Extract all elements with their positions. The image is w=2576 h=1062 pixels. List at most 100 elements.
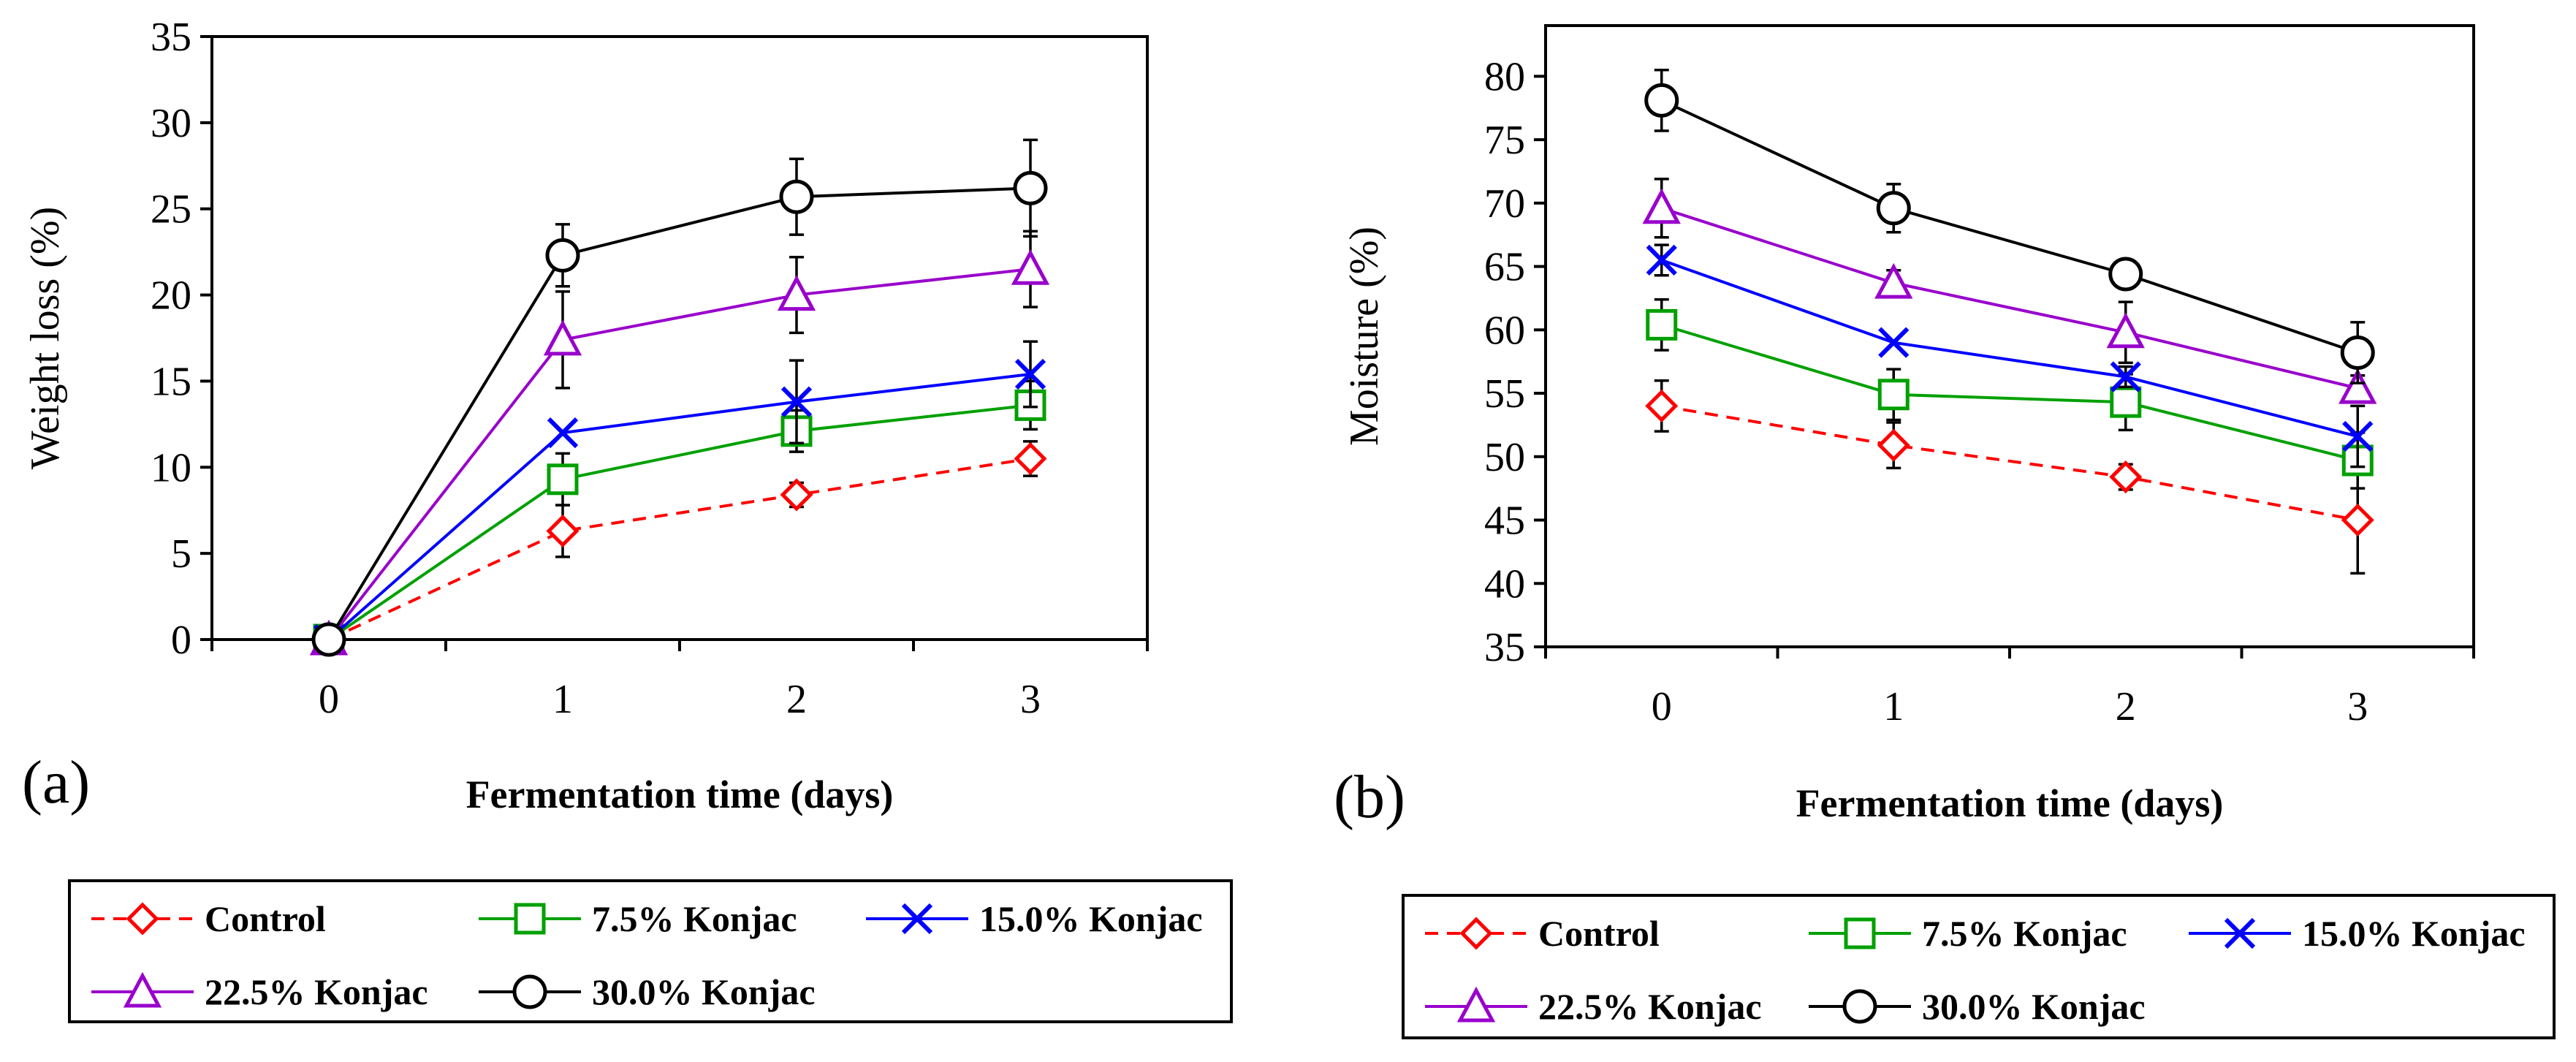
- series-line: [328, 457, 1031, 641]
- legend-label: 15.0% Konjac: [979, 898, 1203, 939]
- series-control: [1645, 379, 2374, 575]
- series-line: [327, 403, 1031, 641]
- data-point: [2110, 361, 2141, 392]
- legend-frame: [1402, 894, 2556, 1039]
- data-point: [547, 417, 579, 449]
- legend-item-22-5-konjac: 22.5% Konjac: [91, 971, 428, 1012]
- data-point: [779, 179, 814, 214]
- legend-b: Control 7.5% Konjac 15.0% Konjac 22.5% Konj…: [1402, 894, 2556, 1039]
- data-point: [2342, 420, 2374, 452]
- data-point: [547, 463, 579, 496]
- data-point: [1642, 188, 1681, 224]
- y-tick-label: 25: [151, 187, 191, 232]
- x-tick-label: 2: [2116, 684, 2136, 729]
- y-tick-label: 30: [151, 101, 191, 146]
- legend-marker: [2224, 917, 2256, 949]
- legend-item-15-0-konjac: 15.0% Konjac: [2189, 913, 2526, 954]
- data-point: [1013, 170, 1048, 205]
- data-point: [1874, 262, 1913, 299]
- series-line: [327, 186, 1031, 641]
- legend-item-control: Control: [91, 898, 326, 939]
- y-tick-label: 15: [151, 359, 191, 404]
- y-tick-label: 45: [1484, 498, 1525, 544]
- data-point: [2109, 460, 2143, 494]
- legend-item-7-5-konjac: 7.5% Konjac: [1809, 913, 2127, 954]
- legend-a: Control 7.5% Konjac 15.0% Konjac 22.5% Konj…: [68, 879, 1233, 1023]
- series-15-0-konjac: [313, 340, 1046, 656]
- legend-marker: [123, 971, 162, 1008]
- data-point: [546, 514, 580, 548]
- y-tick-label: 50: [1484, 435, 1525, 480]
- x-axis-title: Fermentation time (days): [1796, 781, 2224, 825]
- y-tick-label: 10: [151, 445, 191, 490]
- legend-item-22-5-konjac: 22.5% Konjac: [1425, 986, 1762, 1027]
- data-point: [1877, 379, 1910, 411]
- x-tick-label: 3: [2347, 684, 2368, 729]
- y-axis-title: Weight loss (%): [23, 207, 68, 469]
- series-30-0-konjac: [311, 138, 1048, 657]
- series-22-5-konjac: [309, 230, 1050, 656]
- y-tick-label: 75: [1484, 118, 1525, 163]
- data-point: [1876, 191, 1911, 226]
- plot-frame: [210, 35, 1149, 641]
- data-point: [2338, 368, 2377, 404]
- legend-marker: [1844, 917, 1876, 949]
- y-tick-label: 20: [151, 273, 191, 319]
- x-tick-label: 0: [1652, 684, 1672, 729]
- legend-label: 15.0% Konjac: [2302, 913, 2526, 954]
- legend-item-30-0-konjac: 30.0% Konjac: [1809, 986, 2146, 1027]
- data-point: [1645, 389, 1679, 422]
- legend-label: 22.5% Konjac: [1538, 986, 1762, 1027]
- x-tick-label: 2: [786, 677, 807, 722]
- legend-label: 7.5% Konjac: [592, 898, 797, 939]
- y-tick-label: 70: [1484, 181, 1525, 227]
- data-point: [780, 478, 813, 512]
- data-point: [1646, 308, 1678, 341]
- data-point: [1014, 358, 1046, 390]
- series-line: [1661, 323, 2358, 462]
- y-tick-label: 0: [171, 618, 191, 663]
- legend-frame: [68, 879, 1233, 1023]
- panel-b-moisture: 35 40 45 50 55 60 65 70 75 80 0 1 2 3 Moisture (%) Ferm…: [1334, 24, 2475, 831]
- data-point: [311, 622, 346, 657]
- series-line: [1660, 99, 2358, 354]
- panel-a-weight-loss: 0 5 10 15 20 25 30 35 0 1 2 3 Weight loss (%) Ferment…: [22, 15, 1149, 816]
- x-tick-label: 3: [1020, 677, 1041, 722]
- data-point: [1878, 327, 1910, 358]
- data-point: [2108, 257, 2143, 292]
- legend-label: 22.5% Konjac: [205, 971, 428, 1012]
- legend-label: Control: [205, 898, 326, 939]
- y-tick-label: 65: [1484, 245, 1525, 290]
- y-tick-label: 60: [1484, 308, 1525, 353]
- legend-item-control: Control: [1425, 913, 1660, 954]
- data-point: [1014, 441, 1047, 476]
- data-point: [1644, 83, 1679, 118]
- legend-marker: [1459, 917, 1493, 950]
- data-point: [1877, 428, 1910, 462]
- legend-label: Control: [1538, 913, 1660, 954]
- data-point: [2340, 335, 2375, 371]
- x-tick-label: 1: [1883, 684, 1904, 729]
- series-line: [1661, 404, 2358, 522]
- x-tick-label: 1: [552, 677, 573, 722]
- legend-marker: [1456, 986, 1496, 1023]
- data-point: [543, 319, 582, 356]
- series-line: [327, 373, 1031, 641]
- legend-label: 30.0% Konjac: [592, 971, 816, 1012]
- data-point: [2341, 503, 2374, 537]
- panel-label: (b): [1334, 763, 1405, 831]
- series-line: [1661, 206, 2358, 390]
- x-tick-label: 0: [319, 677, 339, 722]
- legend-label: 7.5% Konjac: [1922, 913, 2127, 954]
- series-30-0-konjac: [1644, 68, 2375, 384]
- legend-item-30-0-konjac: 30.0% Konjac: [479, 971, 816, 1012]
- series-22-5-konjac: [1642, 178, 2377, 404]
- series-control: [312, 440, 1047, 656]
- legend-marker: [126, 902, 159, 936]
- data-point: [2110, 386, 2142, 418]
- data-point: [1011, 249, 1050, 285]
- series-line: [1661, 259, 2358, 438]
- y-tick-label: 80: [1484, 54, 1525, 99]
- legend-item-15-0-konjac: 15.0% Konjac: [866, 898, 1203, 939]
- legend-marker: [512, 974, 547, 1009]
